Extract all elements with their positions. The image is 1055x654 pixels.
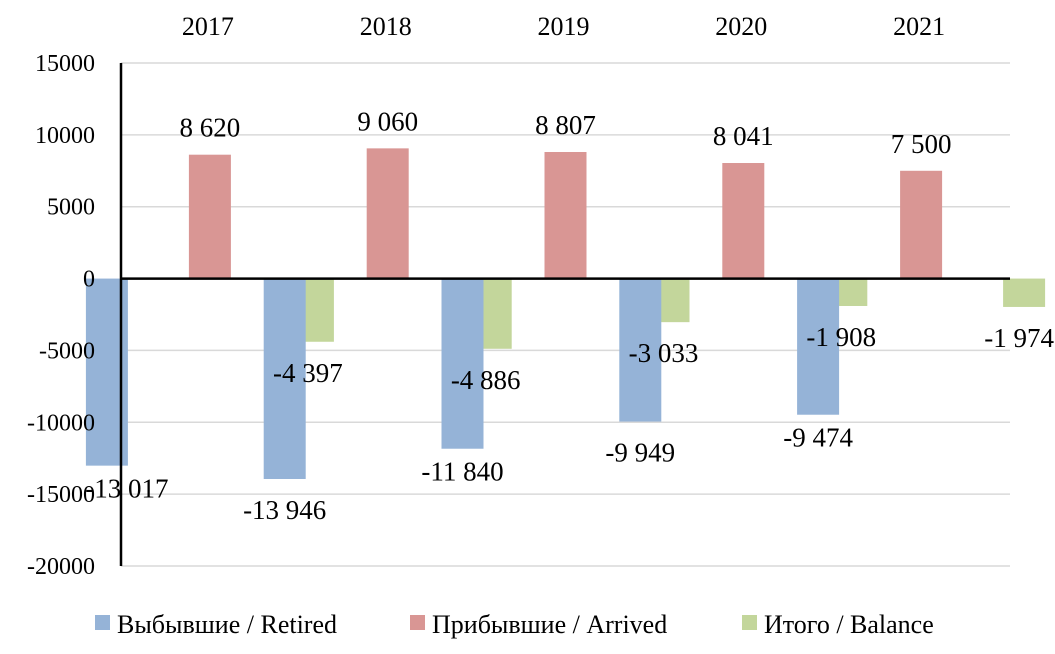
bar-2017-series-1 <box>188 154 231 279</box>
data-label: -1 974 <box>984 323 1054 353</box>
y-tick-label: 5000 <box>47 195 95 221</box>
data-label: 8 620 <box>180 113 241 143</box>
bar-2021-series-1 <box>900 170 943 279</box>
bar-2020-series-0 <box>619 278 662 422</box>
bars-layer <box>85 148 1046 479</box>
data-label: -9 949 <box>605 438 675 468</box>
legend-swatch <box>742 615 757 630</box>
data-label: -9 474 <box>783 423 853 453</box>
legend-label: Итого / Balance <box>764 610 934 639</box>
category-label: 2017 <box>182 12 234 41</box>
bar-2019-series-0 <box>441 278 484 449</box>
category-label: 2020 <box>715 12 767 41</box>
data-label: -11 840 <box>421 457 503 487</box>
y-tick-label: -10000 <box>27 410 95 436</box>
bar-2021-series-2 <box>1003 278 1046 307</box>
category-label: 2018 <box>360 12 412 41</box>
data-label: 7 500 <box>891 129 952 159</box>
bar-2018-series-1 <box>366 148 409 279</box>
data-label: -4 397 <box>273 358 343 388</box>
bar-2020-series-1 <box>722 163 765 279</box>
data-label: -13 946 <box>243 495 326 525</box>
data-label: -1 908 <box>806 322 876 352</box>
data-label: 8 041 <box>713 121 774 151</box>
data-label: 9 060 <box>357 106 418 136</box>
data-label: -13 017 <box>85 474 168 504</box>
data-label: -3 033 <box>629 338 699 368</box>
data-label: -4 886 <box>451 365 521 395</box>
y-tick-label: -5000 <box>39 338 95 364</box>
y-tick-label: -15000 <box>27 482 95 508</box>
y-tick-label: -20000 <box>27 554 95 580</box>
y-tick-label: 10000 <box>35 123 95 149</box>
bar-2018-series-0 <box>263 278 306 479</box>
data-label: 8 807 <box>535 110 596 140</box>
y-tick-label: 15000 <box>35 51 95 77</box>
category-label: 2021 <box>893 12 945 41</box>
axis-layer: 15000 10000 5000 0 -5000 -10000 -15000 -20000 <box>27 51 1010 580</box>
y-tick-label: 0 <box>83 267 95 293</box>
legend-label: Прибывшие / Arrived <box>432 610 667 639</box>
legend: Выбывшие / Retired Прибывшие / Arrived Ито… <box>95 610 934 639</box>
category-label: 2019 <box>538 12 590 41</box>
legend-swatch <box>95 615 110 630</box>
legend-label: Выбывшие / Retired <box>117 610 337 639</box>
legend-swatch <box>410 615 425 630</box>
labels-layer: 2017 2018 2019 2020 2021 -13 017 8 620 -4 397 -1… <box>85 12 1054 525</box>
bar-2021-series-0 <box>797 278 840 415</box>
bar-2019-series-1 <box>544 152 587 279</box>
